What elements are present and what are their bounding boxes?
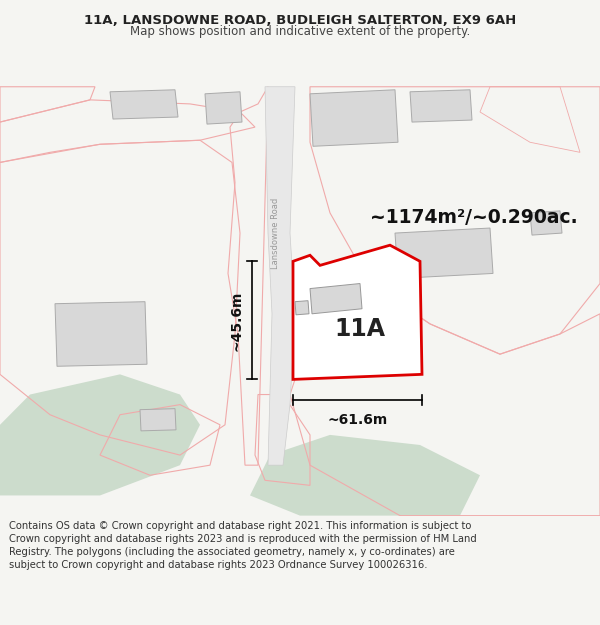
Polygon shape xyxy=(0,374,200,496)
Text: Contains OS data © Crown copyright and database right 2021. This information is : Contains OS data © Crown copyright and d… xyxy=(9,521,477,571)
Text: 11A: 11A xyxy=(335,317,386,341)
Polygon shape xyxy=(530,211,562,235)
Text: ~1174m²/~0.290ac.: ~1174m²/~0.290ac. xyxy=(370,208,578,227)
Polygon shape xyxy=(250,435,480,516)
Polygon shape xyxy=(395,228,493,279)
Polygon shape xyxy=(310,284,362,314)
Polygon shape xyxy=(205,92,242,124)
Polygon shape xyxy=(293,245,422,379)
Text: ~45.6m: ~45.6m xyxy=(229,290,243,351)
Polygon shape xyxy=(110,90,178,119)
Polygon shape xyxy=(55,302,147,366)
Text: ~61.6m: ~61.6m xyxy=(328,412,388,427)
Polygon shape xyxy=(140,409,176,431)
Text: Map shows position and indicative extent of the property.: Map shows position and indicative extent… xyxy=(130,25,470,38)
Polygon shape xyxy=(310,90,398,146)
Polygon shape xyxy=(265,87,295,465)
Text: 11A, LANSDOWNE ROAD, BUDLEIGH SALTERTON, EX9 6AH: 11A, LANSDOWNE ROAD, BUDLEIGH SALTERTON,… xyxy=(84,14,516,27)
Text: Lansdowne Road: Lansdowne Road xyxy=(271,198,280,269)
Polygon shape xyxy=(410,90,472,122)
Polygon shape xyxy=(295,301,309,315)
